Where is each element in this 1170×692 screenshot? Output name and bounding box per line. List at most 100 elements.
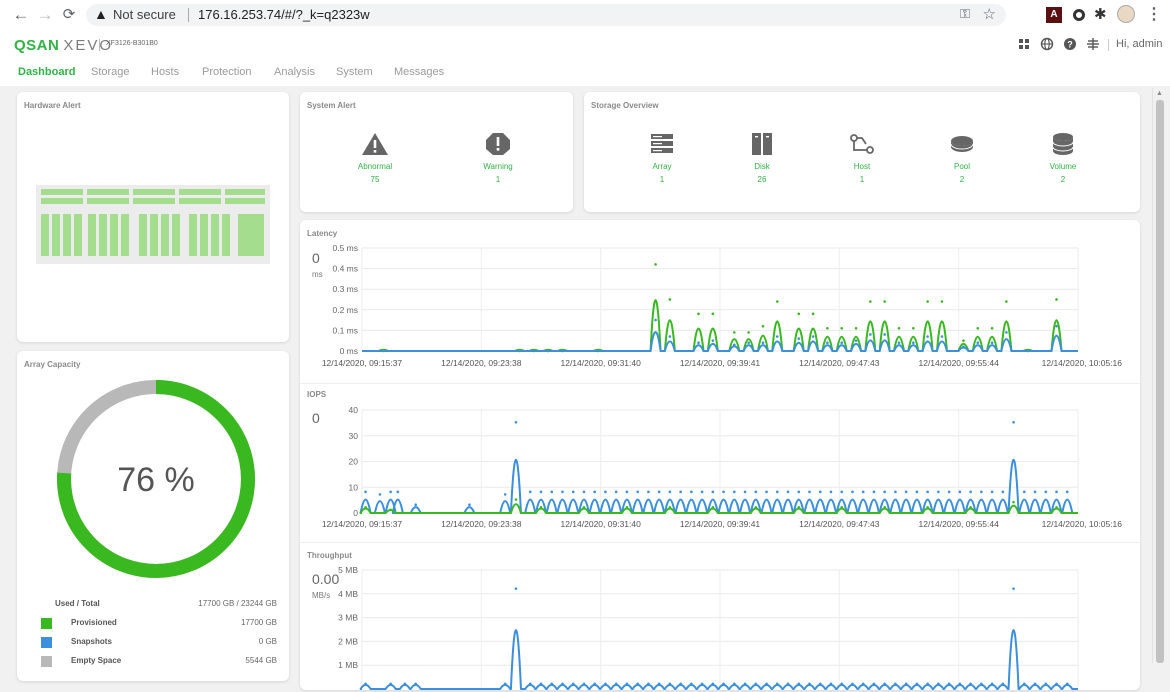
reload-icon[interactable]: ⟳ [62,6,76,23]
tab-hosts[interactable]: Hosts [151,66,180,78]
data-point [915,490,919,494]
data-point [550,490,554,494]
data-point [754,682,758,686]
data-point [747,341,750,344]
tab-system[interactable]: System [336,66,373,78]
data-point [980,490,983,494]
data-point [514,587,518,590]
throughput-chart[interactable]: 1 MB 2 MB 3 MB 4 MB 5 MB [300,542,1140,692]
extensions-puzzle-icon[interactable]: ✱ [1094,6,1107,23]
app-header: QSAN XEVO XF3126-B301B0 ? Hi, admin [0,30,1170,60]
scroll-up-arrow-icon[interactable]: ▲ [1156,90,1163,97]
globe-icon[interactable] [1040,37,1054,51]
x-tick-label: 12/14/2020, 09:15:37 [322,358,403,368]
data-point [1005,300,1008,303]
data-point [700,682,704,686]
help-icon[interactable]: ? [1063,37,1077,51]
hardware-alert-card: Hardware Alert [17,92,289,342]
data-point [904,682,908,686]
tab-dashboard[interactable]: Dashboard [18,66,76,78]
data-point [797,337,801,340]
key-icon[interactable]: ⚿ [960,6,970,21]
data-point [668,335,672,338]
data-point [1055,505,1058,509]
data-point [733,331,736,334]
data-point [808,682,811,686]
scroll-thumb[interactable] [1156,100,1164,663]
data-point [389,508,392,512]
data-point [854,326,858,330]
alert-label: Abnormal [357,162,393,171]
data-point [808,490,811,494]
profile-avatar-icon[interactable] [1117,5,1135,23]
latency-chart[interactable]: 0 ms 0.1 ms 0.2 ms 0.3 ms 0.4 ms 0.5 ms 12/14/… [300,220,1140,375]
logo-brand: QSAN [14,37,60,54]
data-point [940,335,944,338]
data-point [1001,490,1005,494]
throughput-current-value: 0.00 [312,571,340,587]
data-point [754,505,758,509]
data-point [657,490,661,494]
data-point [851,682,854,686]
data-point [539,490,543,494]
legend-value: 17700 GB [240,618,277,627]
overview-label: Disk [754,162,770,171]
star-icon[interactable]: ☆ [982,6,996,23]
data-point [840,682,844,686]
data-point [797,312,801,316]
tab-storage[interactable]: Storage [91,66,130,78]
data-point [786,682,790,686]
pool-icon [950,136,974,152]
overview-disk[interactable]: Disk 26 [722,132,802,184]
overview-array[interactable]: Array 1 [622,132,702,184]
data-point [761,341,765,344]
legend-empty-space: Empty Space 5544 GB [41,654,277,668]
network-icon[interactable] [1086,37,1100,51]
forward-arrow-icon[interactable]: → [36,5,54,24]
data-point [668,505,672,509]
data-point [840,326,844,330]
overview-volume[interactable]: Volume 2 [1023,132,1103,184]
data-point [811,335,815,338]
greeting-divider [1108,39,1109,51]
overview-count: 2 [959,175,965,184]
kebab-menu-icon[interactable]: ⋮ [1146,6,1162,23]
data-point [904,490,908,494]
overview-pool[interactable]: Pool 2 [922,132,1002,184]
warning-alert[interactable]: Warning 1 [458,132,538,184]
enclosure-diagram[interactable] [17,92,289,342]
tab-messages[interactable]: Messages [394,66,445,78]
back-arrow-icon[interactable]: ← [12,5,30,24]
legend-value: 5544 GB [245,656,277,665]
data-point [561,490,564,494]
data-point [1012,421,1015,424]
pdf-extension-icon[interactable]: A [1046,7,1062,23]
data-point [869,333,872,336]
data-point [926,505,929,509]
data-point [528,682,532,686]
data-point [969,682,972,686]
overview-host[interactable]: Host 1 [822,132,902,184]
data-point [657,682,661,686]
iops-chart[interactable]: 0 10 20 30 40 12/14/2020, 09:15:37 12/14/2020,… [300,383,1140,543]
y-tick-label: 20 [349,457,359,467]
data-point [926,682,929,686]
page-scrollbar[interactable]: ▲ [1152,88,1167,663]
data-point [912,326,915,330]
circle-extension-icon[interactable] [1071,7,1087,23]
overview-label: Volume [1049,162,1077,171]
data-point [1023,490,1026,494]
tab-protection[interactable]: Protection [202,66,252,78]
tab-analysis[interactable]: Analysis [274,66,315,78]
data-point [872,490,876,494]
iops-title: IOPS [307,390,327,399]
data-point [840,490,844,494]
abnormal-alert[interactable]: Abnormal 75 [335,132,415,184]
grid-icon[interactable] [1017,37,1031,51]
data-point [378,493,382,496]
address-bar[interactable]: ▲ Not secure 176.16.253.74/#/?_k=q2323w … [86,4,1006,26]
url-text[interactable]: 176.16.253.74/#/?_k=q2323w [198,7,370,22]
user-greeting[interactable]: Hi, admin [1116,38,1163,50]
data-point [915,682,919,686]
model-name: XF3126-B301B0 [106,40,158,47]
